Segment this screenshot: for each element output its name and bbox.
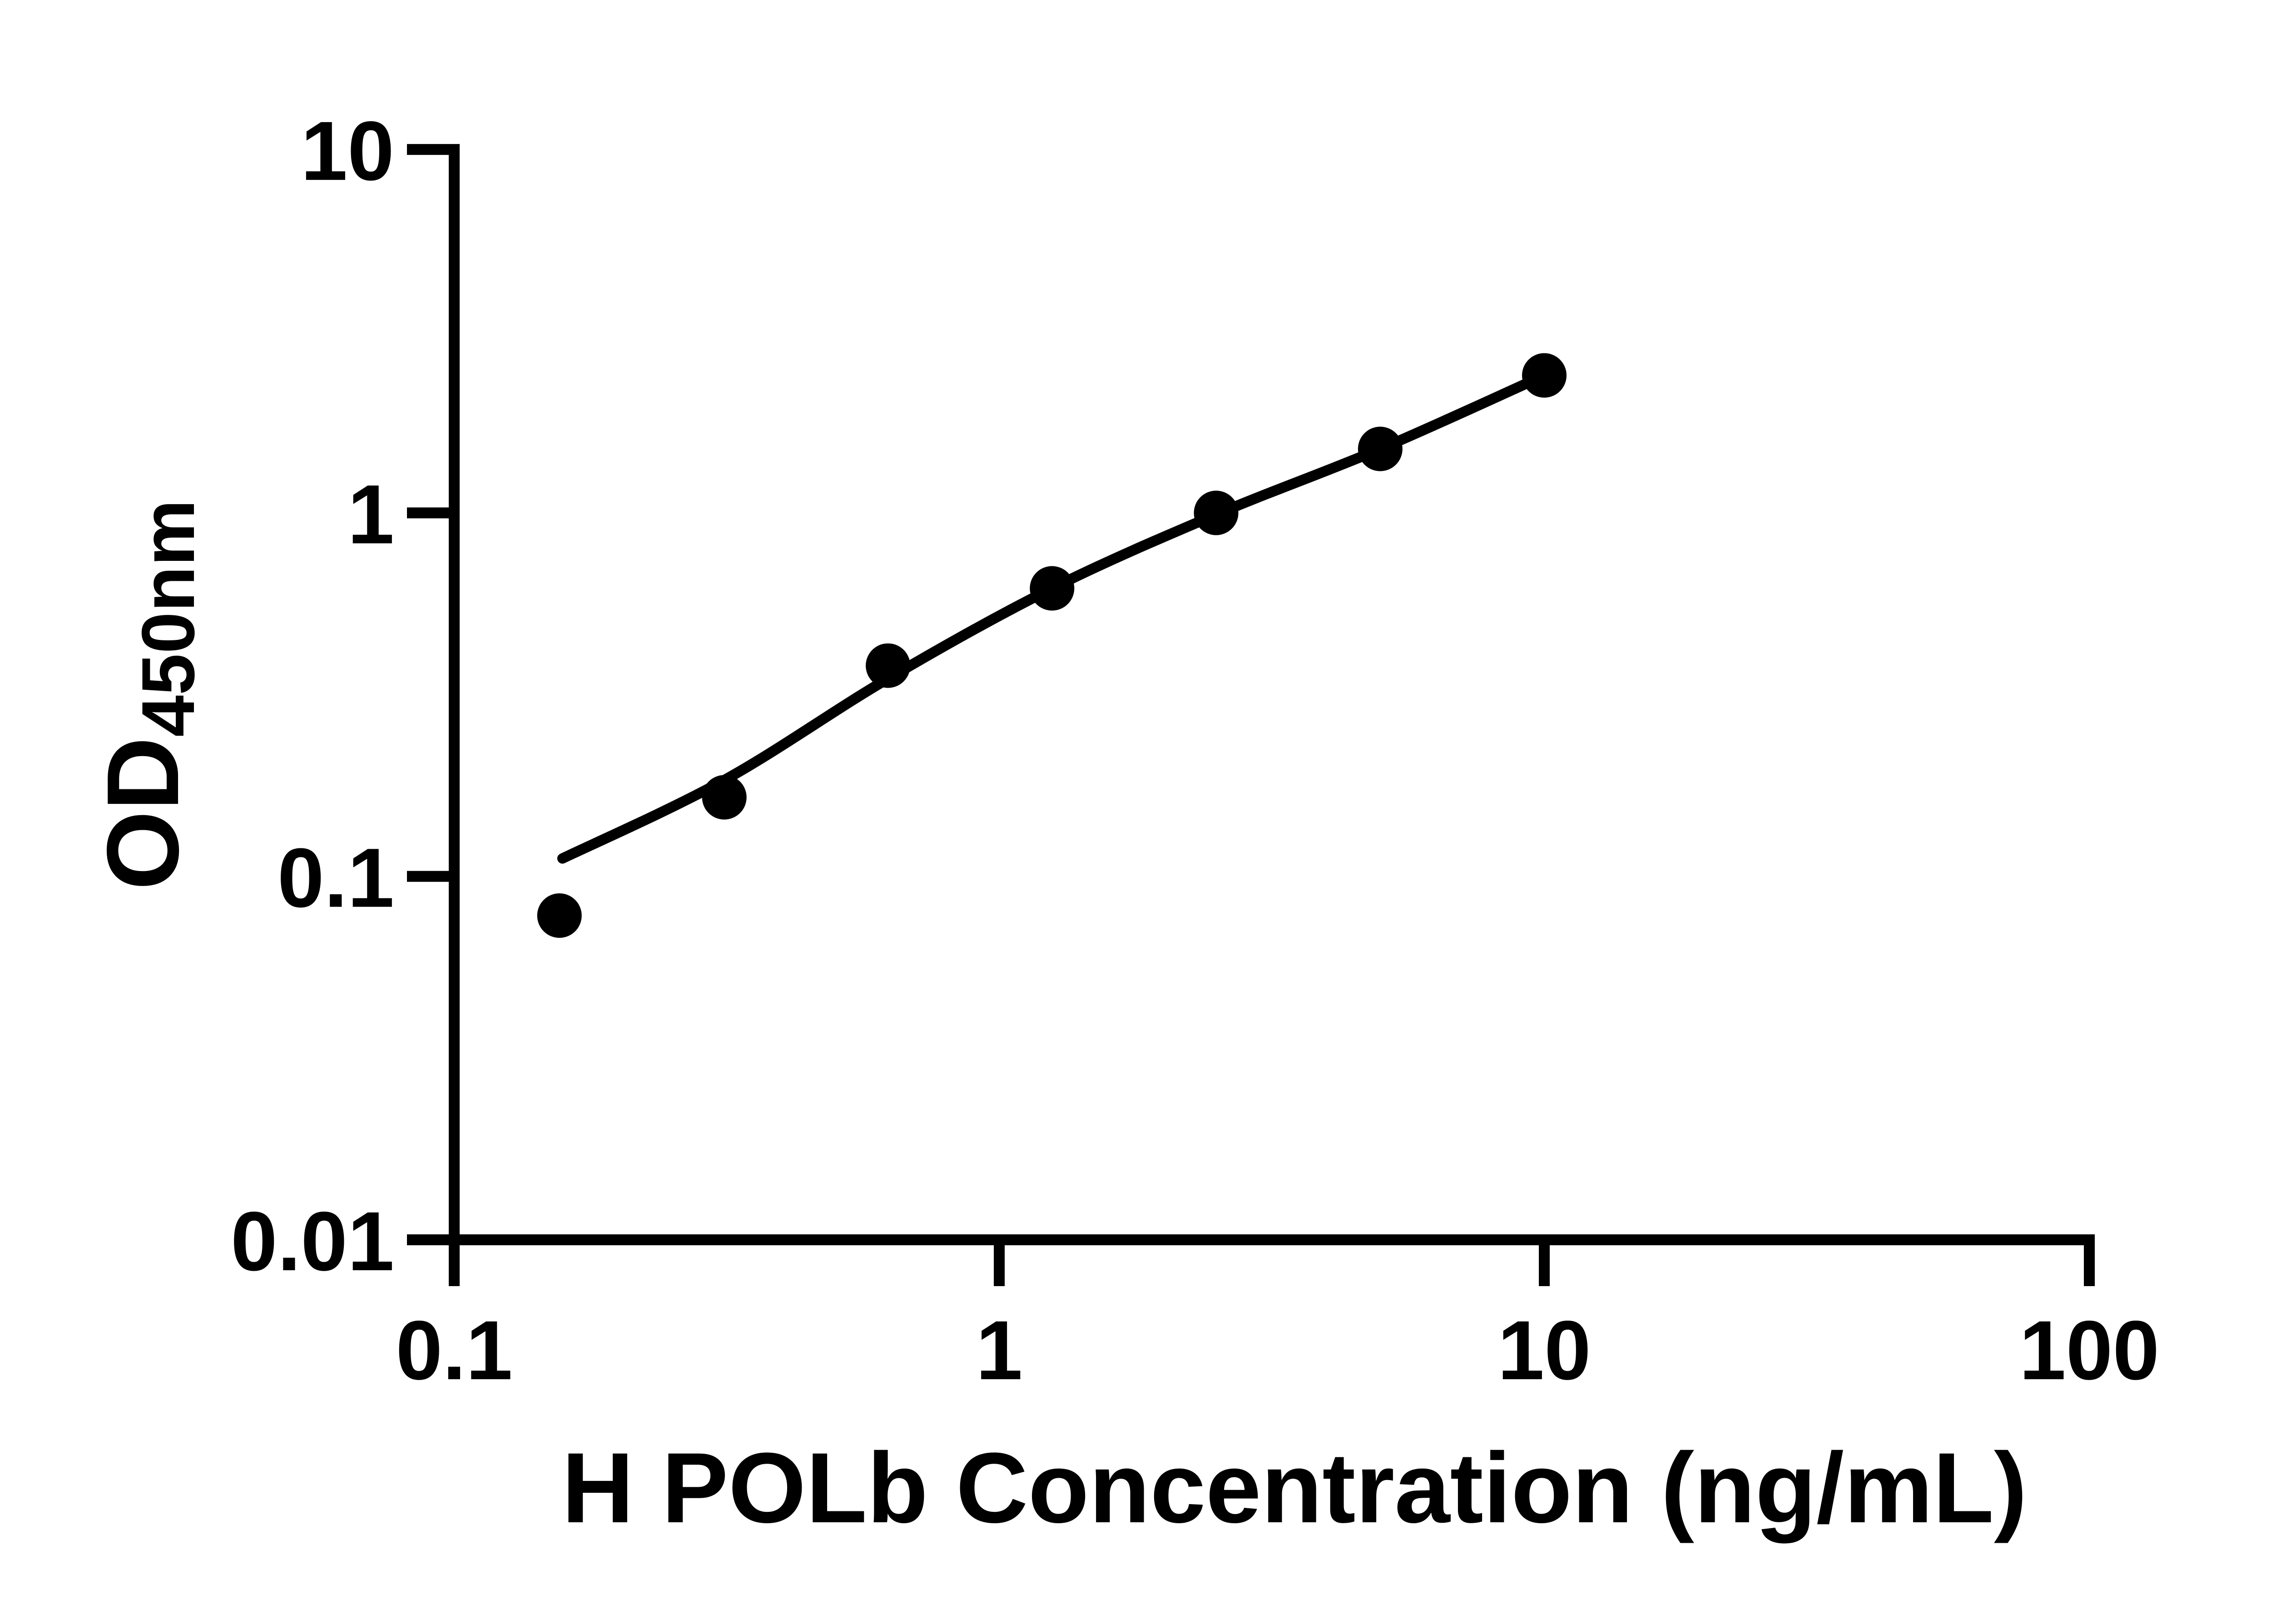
data-point (537, 893, 582, 938)
data-point (1030, 566, 1075, 611)
data-point (866, 643, 911, 688)
data-point (1358, 426, 1403, 471)
data-point (702, 775, 747, 820)
y-axis-title-main: OD (85, 737, 200, 891)
y-tick-label: 0.1 (278, 832, 394, 925)
data-point (1194, 490, 1239, 535)
data-point (1522, 353, 1567, 398)
x-axis-title: H POLb Concentration (ng/mL) (562, 1432, 2027, 1544)
x-tick-label: 10 (1497, 1304, 1591, 1397)
x-tick-label: 100 (2019, 1304, 2160, 1397)
y-axis-title-subscript: 450nm (126, 500, 210, 737)
y-tick-label: 0.01 (231, 1195, 394, 1288)
y-tick-label: 1 (347, 468, 394, 561)
y-axis-title: OD450nm (85, 500, 210, 890)
y-tick-label: 10 (301, 104, 394, 198)
x-tick-label: 0.1 (396, 1304, 512, 1397)
x-tick-label: 1 (976, 1304, 1023, 1397)
